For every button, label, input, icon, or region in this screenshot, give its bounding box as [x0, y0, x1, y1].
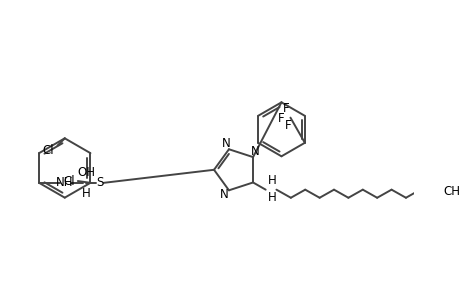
- Text: OH: OH: [78, 166, 95, 178]
- Text: Cl: Cl: [43, 143, 54, 157]
- Text: CH₃: CH₃: [443, 185, 459, 198]
- Text: N: N: [221, 137, 230, 150]
- Text: NH: NH: [56, 176, 73, 189]
- Text: F: F: [278, 112, 284, 125]
- Text: N: N: [219, 188, 228, 201]
- Text: S: S: [96, 176, 104, 189]
- Text: F: F: [285, 119, 291, 132]
- Text: N: N: [250, 145, 259, 158]
- Text: H: H: [82, 187, 91, 200]
- Text: H: H: [267, 191, 276, 204]
- Text: Cl: Cl: [63, 175, 74, 188]
- Text: F: F: [282, 102, 289, 115]
- Text: H: H: [267, 174, 276, 187]
